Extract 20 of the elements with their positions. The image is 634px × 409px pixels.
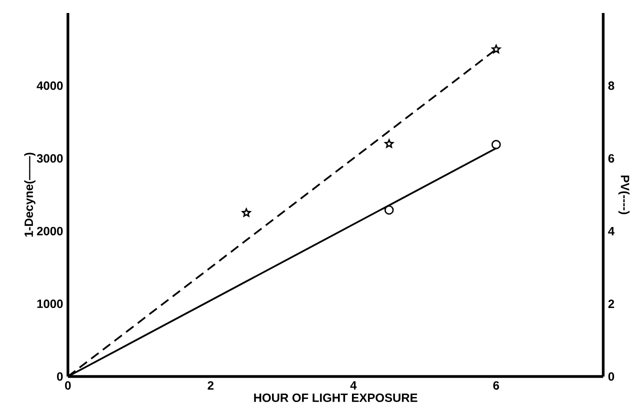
x-tick-label: 4 bbox=[350, 380, 357, 390]
point bbox=[242, 208, 251, 217]
y-tick-label: 4000 bbox=[36, 81, 63, 90]
point bbox=[384, 138, 394, 148]
y2-tick-label: 0 bbox=[608, 372, 614, 381]
y2-tick-label: 2 bbox=[608, 299, 614, 308]
y-tick-label: 0 bbox=[57, 372, 63, 381]
x-tick-label: 2 bbox=[208, 380, 214, 390]
y2-tick-label: 8 bbox=[608, 81, 614, 90]
x-tick-label: 6 bbox=[493, 380, 500, 390]
y2-tick-label: 4 bbox=[608, 226, 615, 235]
y-tick-label: 2000 bbox=[36, 226, 63, 236]
y2-tick-label: 6 bbox=[608, 154, 614, 162]
y-tick-label: 1000 bbox=[37, 299, 63, 308]
y2-axis-title: PV(----) bbox=[618, 175, 630, 214]
x-tick-label: 0 bbox=[65, 380, 71, 390]
point bbox=[492, 44, 501, 54]
y-axis-title: 1-Decyne(——) bbox=[24, 152, 36, 236]
x-axis-title: HOUR OF LIGHT EXPOSURE bbox=[254, 393, 418, 402]
y-tick-label: 3000 bbox=[36, 154, 63, 162]
